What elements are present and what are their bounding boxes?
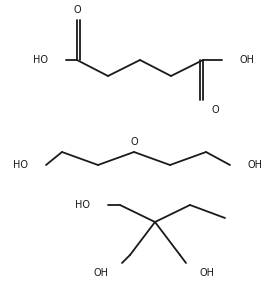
Text: OH: OH (93, 268, 108, 278)
Text: OH: OH (248, 160, 263, 170)
Text: HO: HO (75, 200, 90, 210)
Text: O: O (211, 105, 219, 115)
Text: HO: HO (13, 160, 28, 170)
Text: OH: OH (240, 55, 255, 65)
Text: HO: HO (33, 55, 48, 65)
Text: O: O (130, 137, 138, 147)
Text: O: O (73, 5, 81, 15)
Text: OH: OH (200, 268, 215, 278)
